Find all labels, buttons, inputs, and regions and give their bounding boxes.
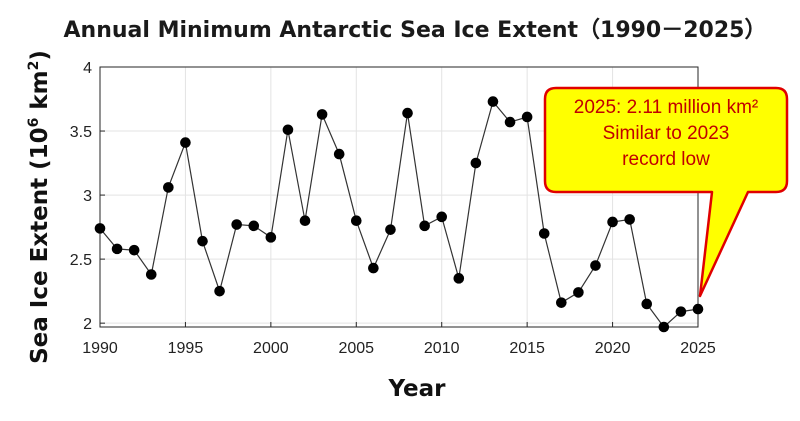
data-point-2020: [607, 216, 618, 228]
y-axis-label-main: Sea Ice Extent (10: [27, 127, 53, 364]
x-tick-label: 2000: [253, 340, 289, 357]
data-point-2024: [675, 306, 687, 317]
data-point-2002: [299, 215, 311, 226]
y-axis-label-unit: km: [27, 70, 53, 117]
data-point-1991: [111, 243, 123, 255]
data-point-2004: [333, 148, 345, 160]
plot-frame: [99, 66, 699, 328]
y-tick-label: 4: [83, 60, 92, 77]
y-tick-label: 3: [83, 188, 92, 205]
data-point-2022: [641, 298, 653, 310]
data-point-1998: [231, 219, 242, 230]
data-point-1992: [128, 244, 140, 256]
data-point-2013: [487, 96, 499, 107]
chart-title: Annual Minimum Antarctic Sea Ice Extent（…: [64, 18, 767, 43]
y-axis-label-unit-exponent: 2: [26, 61, 42, 71]
data-point-1993: [145, 269, 157, 280]
callout-line-1: 2025: 2.11 million km²: [574, 97, 758, 118]
series-layer: [94, 96, 704, 333]
y-tick-label: 2.5: [70, 252, 92, 269]
data-point-2016: [538, 228, 550, 239]
data-point-2010: [436, 211, 448, 223]
data-point-2025: [692, 303, 704, 315]
callout-line-2: Similar to 2023: [603, 123, 730, 144]
x-tick-label: 2020: [595, 340, 631, 357]
data-point-2008: [402, 107, 413, 119]
data-point-2009: [419, 220, 430, 232]
callout-line-3: record low: [622, 149, 710, 170]
data-point-2014: [504, 116, 516, 128]
data-point-2006: [368, 262, 379, 274]
data-point-2005: [350, 215, 362, 226]
data-point-2023: [658, 321, 670, 333]
data-point-1999: [248, 220, 260, 232]
x-tick-label: 2010: [424, 340, 460, 357]
data-point-2000: [265, 232, 277, 243]
data-point-2019: [590, 260, 601, 271]
data-point-2021: [624, 214, 635, 225]
y-tick-label: 2: [83, 316, 92, 333]
y-tick-label: 3.5: [70, 124, 92, 141]
data-point-2001: [282, 124, 294, 136]
y-axis-label-close: ): [27, 50, 53, 61]
x-axis-label: Year: [387, 376, 446, 402]
x-tick-label: 2015: [509, 340, 545, 357]
y-axis-label-exponent: 6: [26, 118, 42, 128]
x-tick-label: 2005: [338, 340, 374, 357]
data-point-2017: [556, 297, 567, 308]
data-point-1996: [197, 235, 208, 247]
callout-bubble: [543, 86, 789, 298]
x-tick-label: 1995: [168, 340, 204, 357]
x-tick-label: 1990: [82, 340, 118, 357]
annotation-callout: 2025: 2.11 million km² Similar to 2023 r…: [543, 86, 789, 298]
data-point-1995: [180, 137, 191, 148]
data-point-2015: [521, 111, 533, 123]
ticks-layer: 1990 1995 2000 2005 2010 2015 2020 2025 2 2.5 3 3.5…: [70, 60, 716, 357]
y-axis-label: Sea Ice Extent (106 km2): [26, 50, 53, 364]
data-point-2011: [453, 273, 465, 284]
data-point-2018: [573, 287, 584, 298]
x-tick-label: 2025: [680, 340, 716, 357]
data-point-1997: [214, 285, 225, 297]
data-point-2007: [385, 224, 396, 235]
data-point-2003: [316, 109, 328, 120]
data-point-2012: [470, 157, 482, 169]
data-point-1994: [163, 182, 174, 193]
series-line: [99, 100, 699, 328]
data-point-1990: [94, 223, 106, 234]
